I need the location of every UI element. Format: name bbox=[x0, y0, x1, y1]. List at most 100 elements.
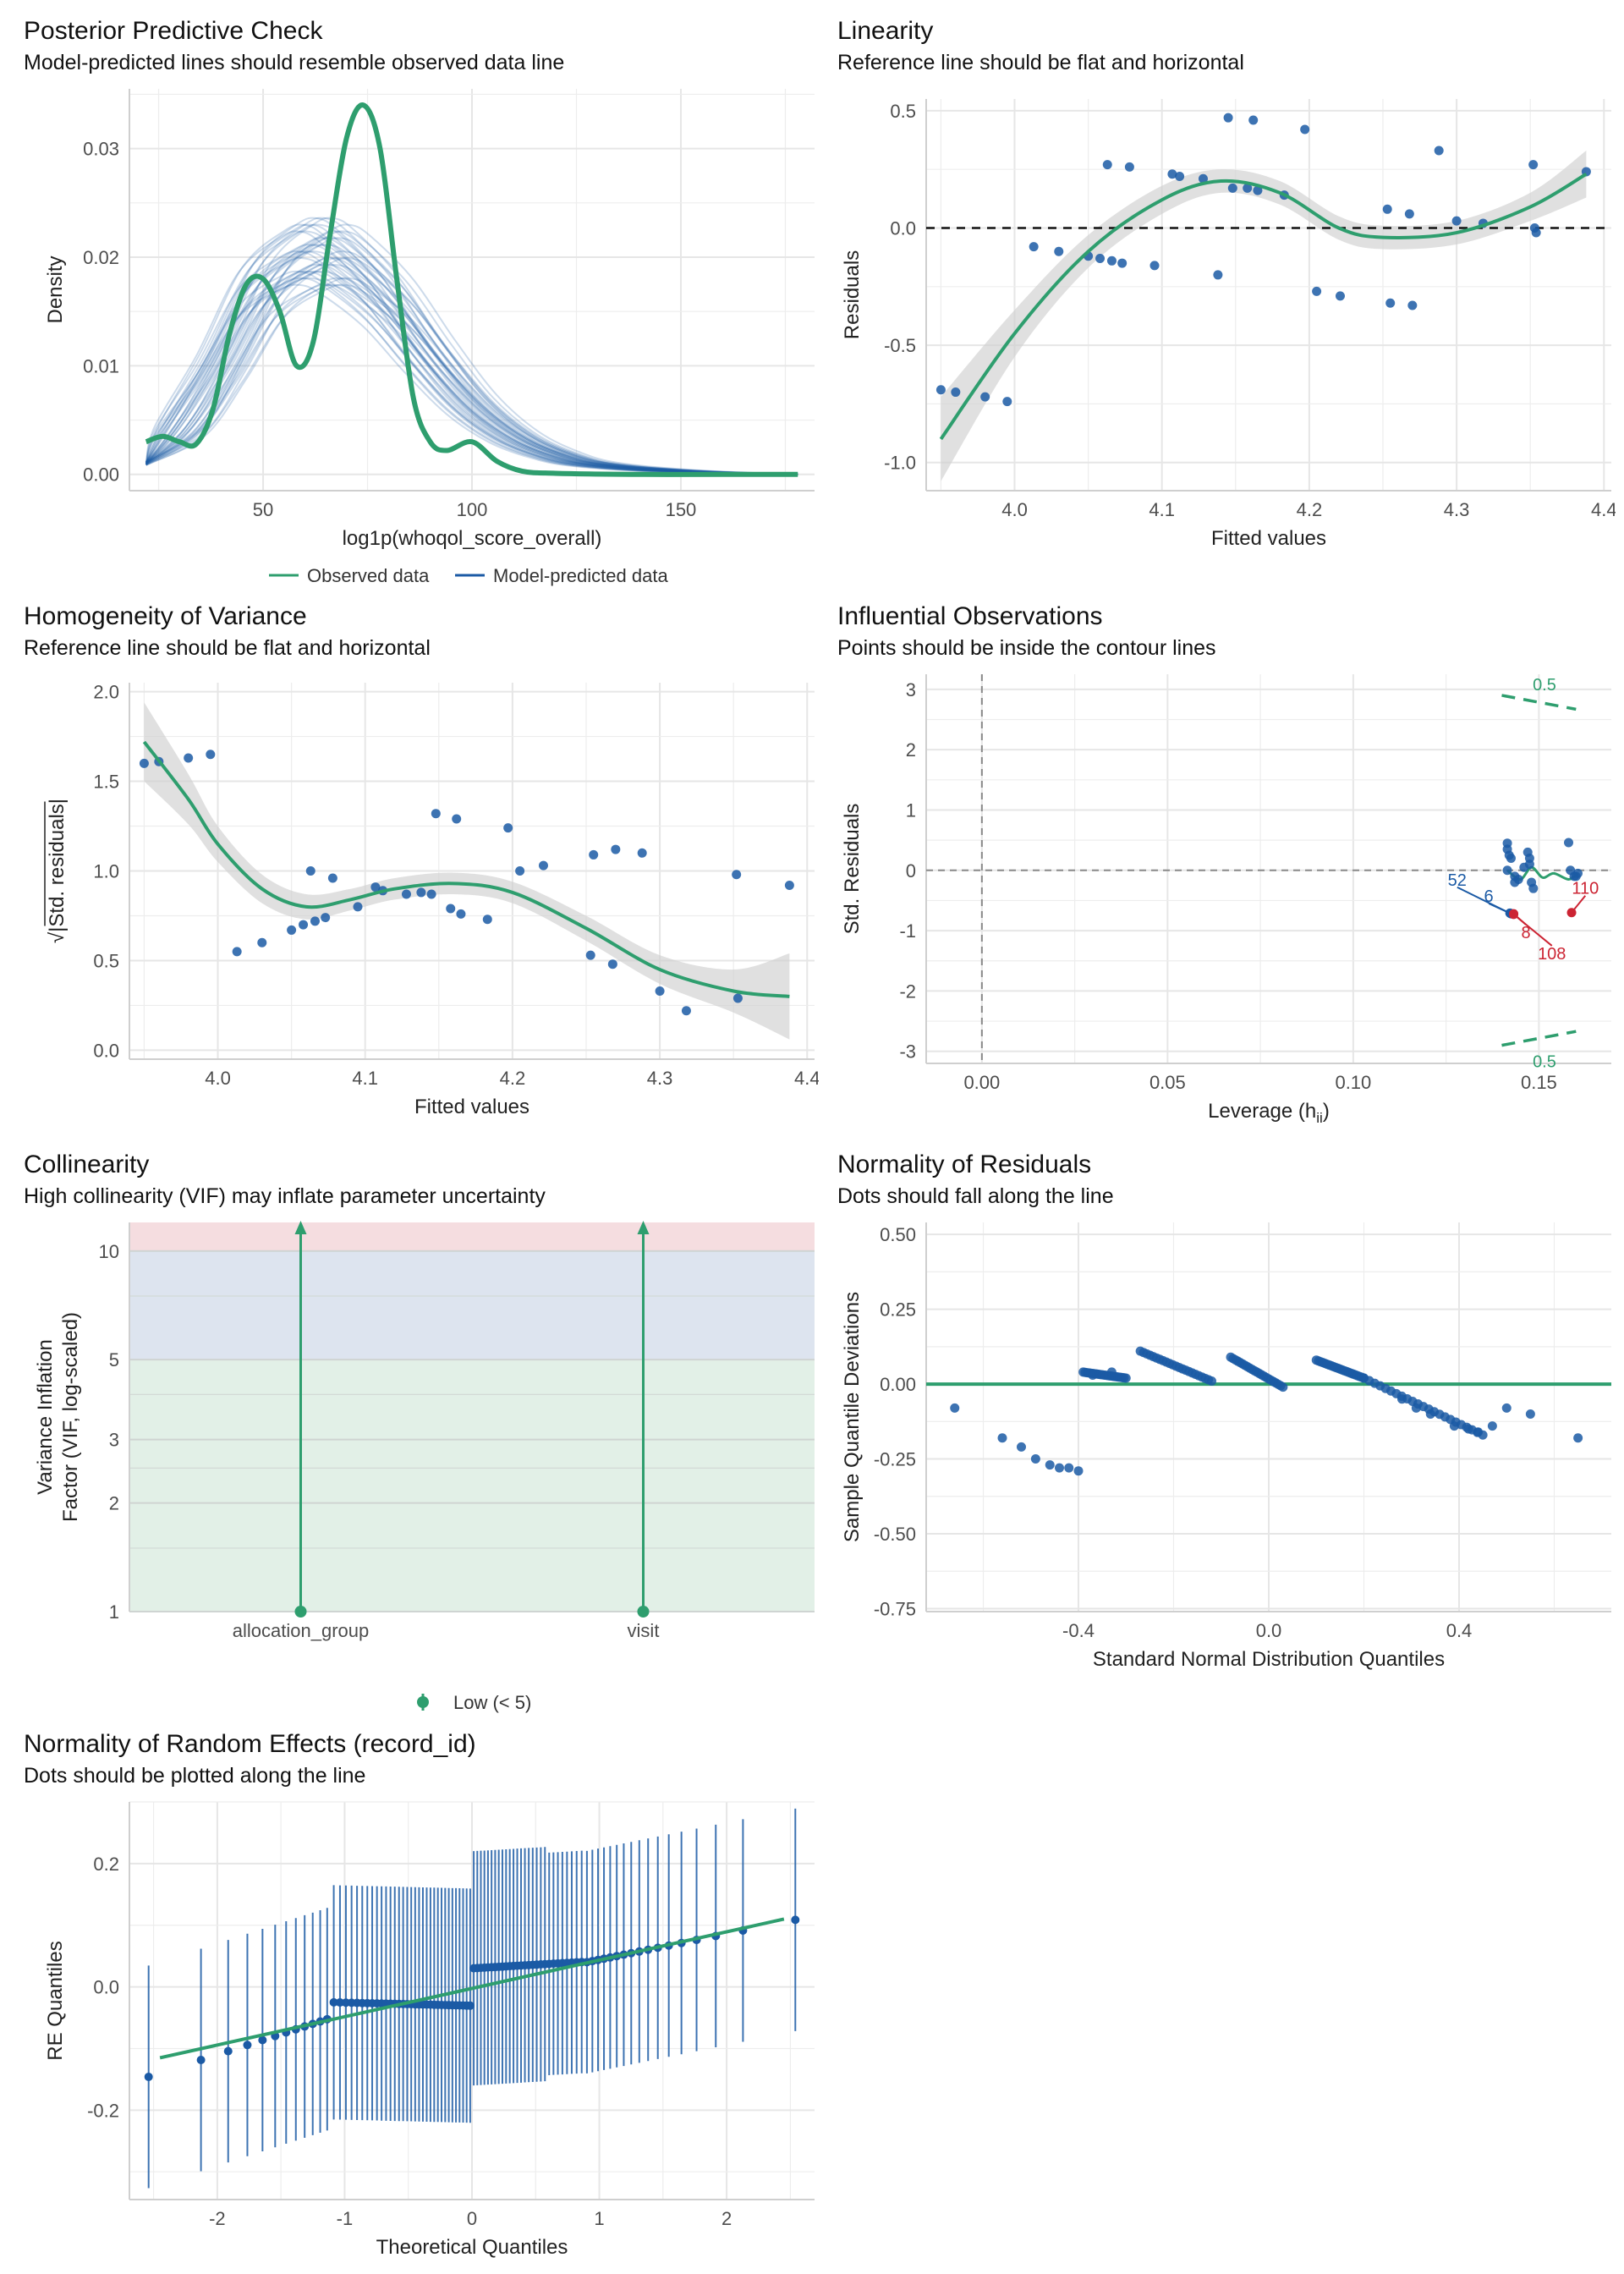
y-axis-label: Residuals bbox=[841, 250, 864, 339]
predicted-line bbox=[145, 230, 798, 475]
data-point bbox=[1473, 1427, 1483, 1437]
data-point bbox=[258, 2035, 267, 2045]
grid bbox=[129, 89, 815, 491]
x-axis-label: Standard Normal Distribution Quantiles bbox=[1093, 1648, 1445, 1671]
y-tick-label: 0.5 bbox=[890, 101, 916, 122]
vif-point bbox=[637, 1606, 650, 1618]
x-tick-label: 150 bbox=[666, 499, 697, 520]
y-tick-label: -3 bbox=[899, 1041, 916, 1063]
data-point bbox=[1045, 1460, 1055, 1470]
influential-panel: Influential Observations Points should b… bbox=[837, 602, 1616, 1144]
normality-panel: Normality of Residuals Dots should fall … bbox=[837, 1151, 1616, 1692]
data-point bbox=[1300, 124, 1310, 135]
x-axis-label: Theoretical Quantiles bbox=[376, 2236, 568, 2259]
data-point bbox=[1434, 146, 1444, 156]
predicted-line bbox=[145, 256, 798, 475]
data-point bbox=[1528, 883, 1539, 893]
data-point bbox=[1524, 860, 1534, 870]
data-point bbox=[1502, 865, 1512, 876]
data-point bbox=[607, 959, 617, 969]
predicted-line bbox=[145, 263, 798, 475]
data-point bbox=[329, 1997, 338, 2007]
contour-upper bbox=[1501, 694, 1577, 711]
y-tick-label: 0.5 bbox=[93, 950, 119, 971]
data-point bbox=[1227, 183, 1237, 193]
data-point bbox=[1382, 204, 1392, 214]
data-point bbox=[1030, 1454, 1040, 1464]
y-axis-label: Density bbox=[44, 255, 67, 323]
data-point bbox=[1198, 173, 1208, 184]
data-point bbox=[681, 1006, 691, 1016]
panel-title: Linearity bbox=[837, 17, 934, 45]
data-point bbox=[1253, 185, 1263, 195]
panel-title: Normality of Random Effects (record_id) bbox=[24, 1730, 476, 1758]
data-point bbox=[243, 2041, 252, 2050]
contour-lower bbox=[1501, 1030, 1577, 1047]
data-point bbox=[1213, 270, 1223, 280]
data-point bbox=[1335, 291, 1345, 301]
labeled-point bbox=[1566, 908, 1577, 918]
legend-low-key bbox=[417, 1696, 429, 1708]
data-point bbox=[1102, 160, 1112, 170]
y-axis-label: RE Quantiles bbox=[44, 1941, 67, 2060]
data-point bbox=[1312, 286, 1322, 296]
data-point bbox=[1002, 397, 1012, 407]
x-tick-label: 0.10 bbox=[1335, 1072, 1371, 1093]
data-point bbox=[784, 880, 794, 890]
y-tick-label: -1 bbox=[899, 920, 916, 942]
predicted-line bbox=[145, 244, 798, 475]
x-axis-label-main: Leverage (h bbox=[1208, 1100, 1316, 1123]
y-tick-label: 0.03 bbox=[83, 139, 119, 160]
x-tick-label: 4.4 bbox=[794, 1068, 819, 1089]
data-point bbox=[1404, 209, 1414, 219]
label-leader bbox=[1512, 914, 1553, 947]
y-tick-label: 0.0 bbox=[93, 1040, 119, 1061]
normality-chart: -0.4 0.0 0.4 -0.75 -0.50 -0.25 0.00 0.25 0.50 Sta… bbox=[841, 1222, 1611, 1671]
data-point bbox=[1167, 169, 1177, 179]
data-point bbox=[257, 937, 267, 948]
x-tick-label: 1 bbox=[594, 2208, 604, 2229]
data-point bbox=[335, 1998, 344, 2008]
data-point bbox=[1397, 1394, 1407, 1404]
y-tick-label: 1 bbox=[109, 1601, 119, 1623]
x-axis-label: Leverage (hii) bbox=[1208, 1100, 1330, 1126]
y-tick-label: 1.5 bbox=[93, 772, 119, 793]
panel-title: Homogeneity of Variance bbox=[24, 602, 307, 630]
y-axis-label: Std. Residuals bbox=[841, 804, 864, 935]
x-tick-label: 0 bbox=[467, 2208, 477, 2229]
data-point bbox=[446, 904, 456, 914]
x-tick-label: 4.0 bbox=[1001, 499, 1028, 520]
panel-subtitle: Dots should fall along the line bbox=[837, 1184, 1114, 1208]
x-tick-label: -1 bbox=[337, 2208, 354, 2229]
y-tick-label: 0.0 bbox=[93, 1977, 119, 1998]
data-point bbox=[1073, 1466, 1084, 1476]
data-point bbox=[401, 889, 411, 899]
vif-zone-high bbox=[129, 1222, 815, 1251]
vif-zone-low bbox=[129, 1359, 815, 1612]
x-tick-label: 0.15 bbox=[1521, 1072, 1557, 1093]
confidence-ribbon bbox=[144, 702, 790, 1040]
data-point bbox=[1117, 258, 1127, 268]
point-label: 52 bbox=[1448, 871, 1467, 890]
predicted-line bbox=[145, 270, 798, 475]
data-point bbox=[1243, 183, 1253, 193]
x-tick-label: 50 bbox=[253, 499, 273, 520]
point-label: 8 bbox=[1521, 924, 1530, 942]
y-tick-label: -2 bbox=[899, 980, 916, 1002]
predicted-line bbox=[145, 223, 798, 475]
data-point bbox=[482, 915, 492, 925]
data-point bbox=[538, 860, 548, 871]
panel-subtitle: Model-predicted lines should resemble ob… bbox=[24, 51, 565, 74]
predicted-line bbox=[145, 256, 798, 475]
legend-observed-label: Observed data bbox=[307, 565, 430, 586]
data-point bbox=[1055, 1463, 1064, 1473]
predicted-line bbox=[145, 250, 798, 475]
predicted-line bbox=[145, 237, 798, 475]
predicted-line bbox=[145, 277, 798, 475]
data-point bbox=[431, 809, 441, 819]
data-point bbox=[1095, 254, 1106, 264]
data-point bbox=[655, 986, 665, 996]
data-point bbox=[1451, 216, 1462, 226]
data-point bbox=[310, 916, 320, 926]
x-tick-label: 4.3 bbox=[647, 1068, 673, 1089]
